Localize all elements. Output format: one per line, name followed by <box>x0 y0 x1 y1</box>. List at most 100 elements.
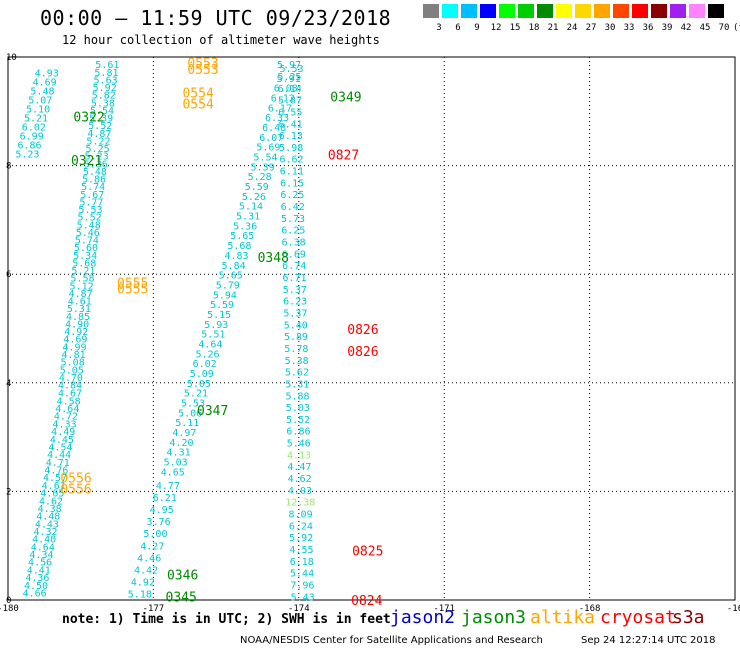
swh-value-label: 5.11 <box>175 418 199 429</box>
swh-value-label: 5.28 <box>248 172 272 183</box>
scale-label: 24 <box>566 23 578 33</box>
swh-value-label: 4.67 <box>58 389 82 400</box>
pass-time-label: 0553 <box>187 63 218 78</box>
scale-swatch <box>480 4 496 18</box>
swh-value-label: 7.96 <box>290 580 314 591</box>
swh-value-label: 5.58 <box>70 274 94 285</box>
swh-value-label: 4.58 <box>57 396 81 407</box>
swh-value-label: 4.69 <box>33 77 57 88</box>
swh-value-label: 5.26 <box>195 349 219 360</box>
swh-value-label: 5.03 <box>164 458 188 469</box>
swh-value-label: 5.10 <box>26 104 50 115</box>
swh-value-label: 4.87 <box>87 129 111 140</box>
swh-value-label: 4.47 <box>287 462 311 473</box>
swh-value-label: 5.31 <box>67 304 91 315</box>
swh-value-label: 4.03 <box>288 486 312 497</box>
scale-label: 33 <box>623 23 635 33</box>
swh-value-label: 4.27 <box>140 541 164 552</box>
swh-value-label: 5.97 <box>277 60 301 71</box>
swh-value-label: 4.64 <box>55 404 79 415</box>
swh-value-label: 5.73 <box>281 214 305 225</box>
satellite-legend-jason2: jason2 <box>390 607 456 628</box>
swh-value-label: 5.87 <box>278 96 302 107</box>
swh-value-label: 4.92 <box>131 578 155 589</box>
y-tick-label: 4 <box>6 379 11 389</box>
pass-time-label: 0556 <box>60 471 91 486</box>
swh-value-label: 4.56 <box>28 558 52 569</box>
swh-value-label: 4.65 <box>40 489 64 500</box>
swh-value-label: 5.25 <box>86 144 110 155</box>
swh-value-label: 5.23 <box>15 150 39 161</box>
swh-value-label: 4.32 <box>33 527 57 538</box>
swh-value-label: 4.55 <box>289 545 313 556</box>
x-tick-label: -171 <box>433 604 455 614</box>
scale-label: 6 <box>455 23 461 33</box>
swh-value-label: 6.41 <box>279 119 303 130</box>
swh-value-label: 5.74 <box>81 182 105 193</box>
swh-value-label: 4.90 <box>65 319 89 330</box>
scale-label: 12 <box>490 23 502 33</box>
swh-value-label: 4.69 <box>63 335 87 346</box>
y-tick-label: 2 <box>6 487 11 497</box>
swh-value-label: 5.65 <box>230 231 254 242</box>
swh-value-label: 5.36 <box>84 159 108 170</box>
swh-value-label: 4.81 <box>62 350 86 361</box>
swh-value-label: 5.91 <box>277 74 301 85</box>
swh-value-label: 5.77 <box>79 197 103 208</box>
swh-value-label: 6.17 <box>268 103 292 114</box>
swh-value-label: 6.33 <box>265 113 289 124</box>
scale-swatch <box>461 4 477 18</box>
pass-time-label: 0347 <box>197 404 228 419</box>
swh-value-label: 6.55 <box>278 107 302 118</box>
plot-frame <box>7 56 736 601</box>
pass-time-label: 0346 <box>167 568 198 583</box>
satellite-legend-cryosat: cryosat <box>600 607 676 628</box>
swh-value-label: 4.70 <box>59 373 83 384</box>
x-tick-label: -16 <box>727 604 740 614</box>
scale-swatch <box>423 4 439 18</box>
swh-value-label: 4.54 <box>48 442 72 453</box>
swh-value-label: 4.93 <box>35 68 59 79</box>
x-tick-label: -168 <box>579 604 601 614</box>
swh-value-label: 4.50 <box>24 581 48 592</box>
scale-label: 18 <box>528 23 540 33</box>
pass-time-label: 0321 <box>71 154 102 169</box>
swh-value-label: 4.76 <box>44 466 68 477</box>
y-tick-label: 8 <box>6 162 11 172</box>
swh-value-label: 5.31 <box>285 379 309 390</box>
swh-value-label: 6.99 <box>20 132 44 143</box>
pass-time-label: 0555 <box>117 282 148 297</box>
swh-value-label: 6.15 <box>280 178 304 189</box>
swh-value-label: 4.34 <box>29 550 53 561</box>
swh-value-label: 5.68 <box>72 258 96 269</box>
swh-value-label: 6.07 <box>259 133 283 144</box>
swh-value-label: 5.39 <box>251 162 275 173</box>
pass-time-label: 0554 <box>182 98 213 113</box>
swh-value-label: 6.13 <box>279 131 303 142</box>
swh-value-label: 5.59 <box>210 300 234 311</box>
swh-value-label: 6.42 <box>281 202 305 213</box>
swh-value-label: 6.74 <box>282 261 306 272</box>
swh-value-label: 4.62 <box>39 496 63 507</box>
swh-value-label: 4.65 <box>161 467 185 478</box>
x-tick-label: -177 <box>143 604 165 614</box>
swh-value-label: 6.24 <box>289 521 313 532</box>
swh-value-label: 4.33 <box>53 419 77 430</box>
swh-value-label: 6.71 <box>282 273 306 284</box>
swh-value-label: 4.61 <box>68 297 92 308</box>
swh-value-label: 6.02 <box>193 359 217 370</box>
swh-value-label: 4.66 <box>23 588 47 599</box>
swh-value-label: 4.85 <box>66 312 90 323</box>
swh-value-label: 5.78 <box>284 344 308 355</box>
pass-time-label: 0322 <box>73 111 104 126</box>
swh-value-label: 5.38 <box>285 356 309 367</box>
pass-time-label: 0824 <box>351 594 382 609</box>
scale-swatch <box>708 4 724 18</box>
credit-text: NOAA/NESDIS Center for Satellite Applica… <box>240 635 543 646</box>
swh-value-label: 4.83 <box>224 251 248 262</box>
swh-value-label: 5.03 <box>286 403 310 414</box>
swh-value-label: 5.60 <box>74 243 98 254</box>
swh-value-label: 6.12 <box>271 93 295 104</box>
pass-time-label: 0349 <box>330 91 361 106</box>
